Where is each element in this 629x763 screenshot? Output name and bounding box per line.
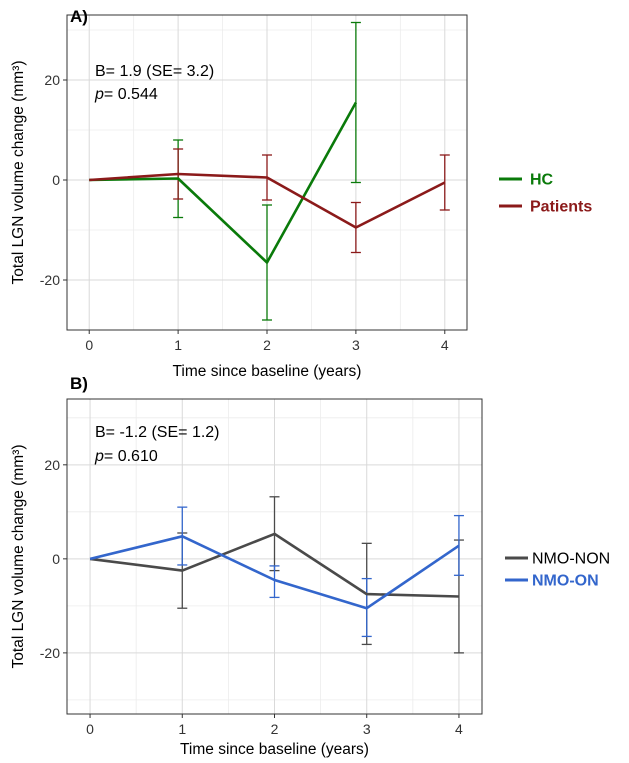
x-tick-label: 2: [263, 337, 271, 353]
p-value: = 0.610: [104, 448, 158, 465]
series-line: [89, 101, 358, 264]
x-tick-label: 1: [174, 337, 182, 353]
p-value-annotation: p= 0.544: [94, 86, 158, 103]
x-tick-label: 2: [271, 721, 279, 737]
series-line: [89, 172, 446, 229]
x-tick-label: 4: [455, 721, 463, 737]
series-line: [89, 532, 459, 598]
legend-label: HC: [530, 172, 554, 189]
y-tick-label: 0: [52, 172, 60, 188]
panel-label: B): [70, 374, 88, 393]
y-tick-label: -20: [40, 272, 60, 288]
x-tick-label: 0: [86, 721, 94, 737]
y-tick-label: -20: [40, 645, 60, 661]
series-line: [89, 534, 460, 610]
chart-panel-1: 0 1 2 3 4 -20 0 20 Time since baseline (years) To…: [10, 7, 592, 380]
x-tick-label: 3: [363, 721, 371, 737]
p-value-annotation: p= 0.610: [94, 448, 158, 465]
x-tick-label: 3: [352, 337, 360, 353]
y-tick-label: 0: [52, 551, 60, 567]
p-symbol: p: [94, 448, 104, 465]
legend: HC Patients: [499, 172, 592, 216]
y-axis-title: Total LGN volume change (mm³): [10, 445, 27, 669]
x-axis-title: Time since baseline (years): [180, 741, 369, 758]
y-axis-title: Total LGN volume change (mm³): [10, 61, 27, 285]
legend-label: NMO-NON: [532, 551, 610, 568]
p-value: = 0.544: [104, 86, 158, 103]
p-symbol: p: [94, 86, 104, 103]
legend-label: NMO-ON: [532, 573, 599, 590]
y-tick-label: 20: [44, 457, 60, 473]
x-tick-label: 1: [178, 721, 186, 737]
panel-label: A): [70, 7, 88, 26]
chart-panel-2: 0 1 2 3 4 -20 0 20 Time since baseline (years) To…: [10, 374, 610, 758]
stats-annotation: B= 1.9 (SE= 3.2): [95, 63, 214, 80]
legend-label: Patients: [530, 199, 592, 216]
legend: NMO-NON NMO-ON: [505, 551, 610, 590]
x-axis-title: Time since baseline (years): [173, 363, 362, 380]
x-tick-label: 0: [85, 337, 93, 353]
y-tick-label: 20: [44, 72, 60, 88]
x-tick-label: 4: [441, 337, 449, 353]
stats-annotation: B= -1.2 (SE= 1.2): [95, 424, 220, 441]
